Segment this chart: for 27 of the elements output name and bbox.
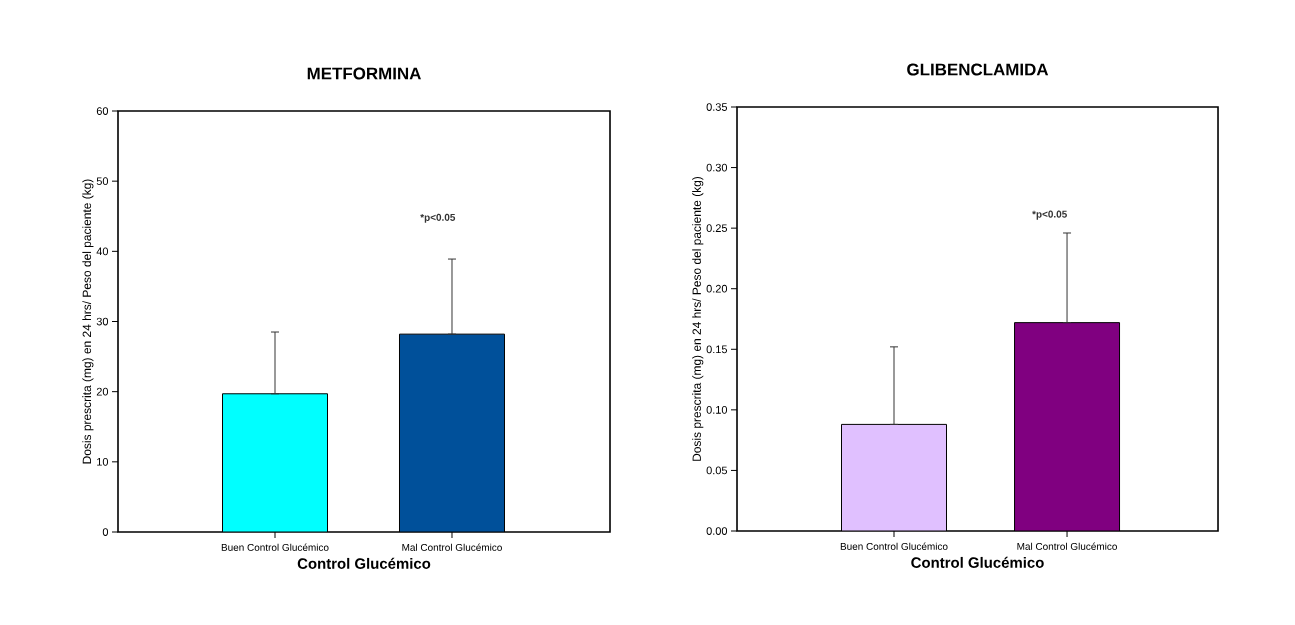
y-tick-label: 0.15 bbox=[706, 345, 728, 354]
x-tick-label: Buen Control Glucémico bbox=[221, 543, 329, 551]
annotation: *p<0.05 bbox=[420, 213, 456, 223]
x-tick-label: Buen Control Glucémico bbox=[840, 542, 948, 550]
y-axis-title: Dosis prescrita (mg) en 24 hrs/ Peso del paciente (kg) bbox=[82, 179, 94, 464]
y-tick-label: 0.25 bbox=[706, 224, 728, 233]
y-tick-label: 0.00 bbox=[706, 527, 728, 535]
chart-title: GLIBENCLAMIDA bbox=[907, 63, 1049, 76]
y-tick-label: 0.30 bbox=[706, 163, 728, 172]
y-tick-label: 0 bbox=[102, 528, 109, 536]
y-tick-label: 0.35 bbox=[706, 103, 728, 111]
y-tick-label: 10 bbox=[97, 457, 109, 466]
y-tick-label: 0.10 bbox=[706, 405, 728, 414]
y-tick-label: 50 bbox=[96, 177, 109, 186]
x-axis-title: Control Glucémico bbox=[911, 556, 1044, 568]
chart-title: METFORMINA bbox=[307, 67, 421, 80]
annotation: *p<0.05 bbox=[1032, 210, 1067, 220]
y-tick-label: 40 bbox=[96, 247, 109, 256]
y-tick-label: 0.20 bbox=[706, 284, 728, 293]
x-tick-label: Mal Control Glucémico bbox=[402, 543, 502, 551]
x-tick-label: Mal Control Glucémico bbox=[1017, 542, 1117, 550]
y-tick-label: 30 bbox=[96, 317, 109, 326]
x-axis-title: Control Glucémico bbox=[297, 557, 431, 569]
y-tick-label: 20 bbox=[96, 387, 109, 396]
y-axis-title: Dosis prescrita (mg) en 24 hrs/ Peso del paciente (kg) bbox=[692, 176, 704, 461]
y-tick-label: 0.05 bbox=[706, 466, 728, 475]
y-tick-label: 60 bbox=[96, 107, 109, 115]
